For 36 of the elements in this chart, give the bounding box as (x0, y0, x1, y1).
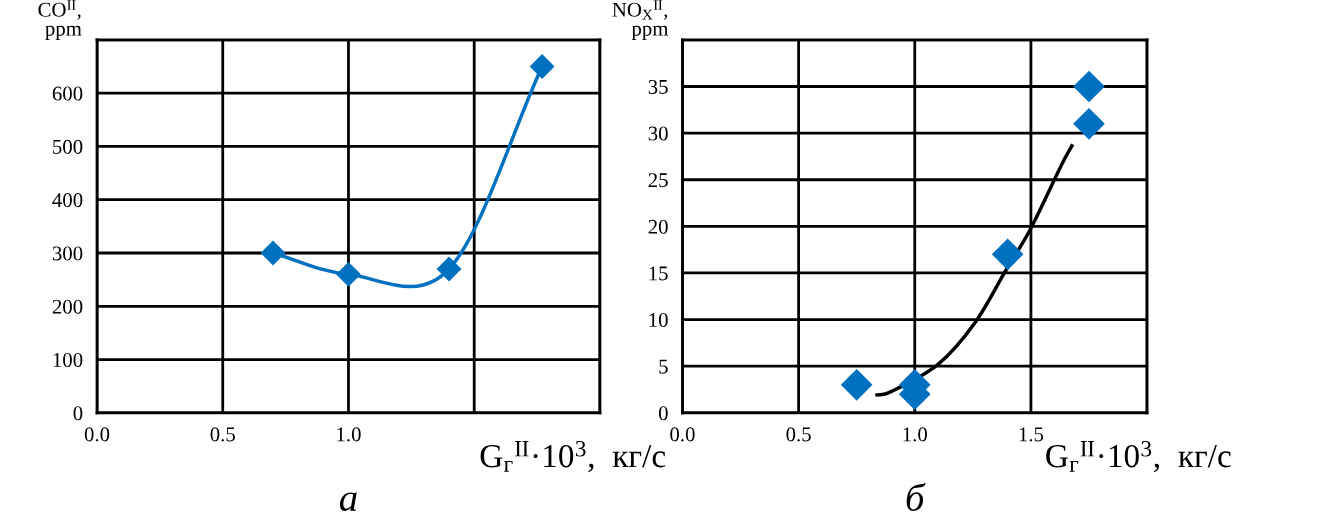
point (840, 369, 873, 401)
y-tick-label: 500 (53, 139, 83, 154)
x-tick-label: 0.0 (670, 427, 695, 442)
y-tick-label: 5 (659, 359, 668, 374)
point (436, 256, 462, 282)
y-tick-label: 25 (648, 173, 668, 188)
y-tick-label: 300 (52, 246, 83, 261)
y-tick-label: 100 (53, 352, 83, 367)
y-axis-title: NO$_{X}$$^{II}$, ppm (612, 0, 669, 40)
x-tick-label: 1.5 (1019, 427, 1044, 442)
x-tick-label: 0.5 (786, 427, 811, 442)
y-axis-title: CO$^{II}$, ppm (38, 0, 82, 40)
point (1073, 70, 1105, 103)
y-tick-label: 400 (52, 193, 83, 208)
point (1073, 107, 1105, 140)
y-tick-label: 10 (649, 312, 668, 328)
x-axis-title: G$_{г}$$^{II}$·10$^{3}$, кг/с (480, 440, 666, 473)
point (529, 54, 555, 79)
y-tick-label: 0 (658, 406, 668, 421)
x-tick-label: 1.0 (337, 427, 361, 442)
y-tick-label: 35 (648, 79, 668, 94)
y-tick-label: 0 (73, 406, 83, 421)
x-axis-title: G$_{г}$$^{II}$·10$^{3}$, кг/с (1046, 440, 1231, 473)
point (336, 261, 361, 287)
y-tick-label: 20 (648, 219, 668, 234)
text: а (339, 492, 357, 512)
y-tick-label: 15 (649, 266, 668, 281)
y-tick-label: 200 (52, 299, 83, 314)
x-tick-label: 0.5 (210, 427, 235, 442)
x-tick-label: 1.0 (903, 427, 927, 442)
x-tick-label: 0.0 (84, 427, 110, 442)
point (260, 240, 286, 266)
text: б (906, 482, 926, 512)
y-tick-label: 30 (648, 126, 668, 141)
y-tick-label: 600 (52, 86, 83, 101)
point (991, 238, 1024, 271)
